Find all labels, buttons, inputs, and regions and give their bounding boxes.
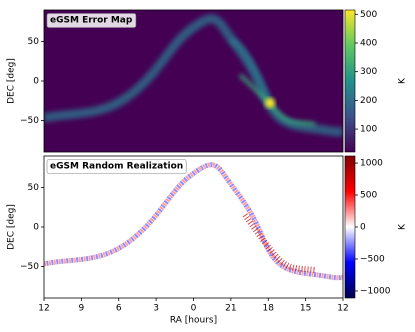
x-tick-label: 15 xyxy=(300,304,311,314)
x-tick-label: 9 xyxy=(79,304,85,314)
y-tick-label: 0 xyxy=(33,223,39,233)
x-axis-label: RA [hours] xyxy=(170,316,217,326)
panel-title: eGSM Error Map xyxy=(50,16,133,26)
title-box xyxy=(46,159,187,174)
sky-structure xyxy=(44,14,343,137)
y-tick-label: −50 xyxy=(20,262,39,272)
colorbar xyxy=(344,155,356,299)
colorbar-tick-label: 400 xyxy=(360,38,377,48)
colorbar-tick-label: −500 xyxy=(360,254,385,264)
panel-title: eGSM Random Realization xyxy=(50,162,183,172)
y-tick-label: 50 xyxy=(28,37,40,47)
x-tick-label: 12 xyxy=(38,304,49,314)
x-tick-label: 21 xyxy=(225,304,236,314)
sky-structure xyxy=(44,162,343,281)
colorbar-label: K xyxy=(398,223,408,230)
colorbar-label: K xyxy=(398,77,408,84)
colorbar-tick-label: −1000 xyxy=(360,286,391,296)
x-tick-label: 3 xyxy=(153,304,159,314)
colorbar-tick-label: 500 xyxy=(360,10,377,20)
y-axis-label: DEC [deg] xyxy=(7,204,17,250)
colorbar-tick-label: 0 xyxy=(360,223,366,233)
x-tick-label: 6 xyxy=(116,304,122,314)
y-tick-label: 0 xyxy=(33,77,39,87)
colorbar-tick-label: 300 xyxy=(360,67,377,77)
x-tick-label: 0 xyxy=(191,304,197,314)
x-tick-label: 12 xyxy=(337,304,348,314)
title-box xyxy=(46,13,137,28)
colorbar xyxy=(344,9,356,153)
colorbar-tick-label: 1000 xyxy=(360,159,383,169)
x-tick-label: 18 xyxy=(263,304,275,314)
y-tick-label: 50 xyxy=(28,183,40,193)
y-tick-label: −50 xyxy=(20,116,39,126)
y-axis-label: DEC [deg] xyxy=(7,58,17,104)
colorbar-tick-label: 200 xyxy=(360,96,377,106)
colorbar-tick-label: 500 xyxy=(360,191,377,201)
panel xyxy=(44,156,343,298)
heatmap-background xyxy=(44,156,343,298)
colorbar-tick-label: 100 xyxy=(360,125,377,135)
